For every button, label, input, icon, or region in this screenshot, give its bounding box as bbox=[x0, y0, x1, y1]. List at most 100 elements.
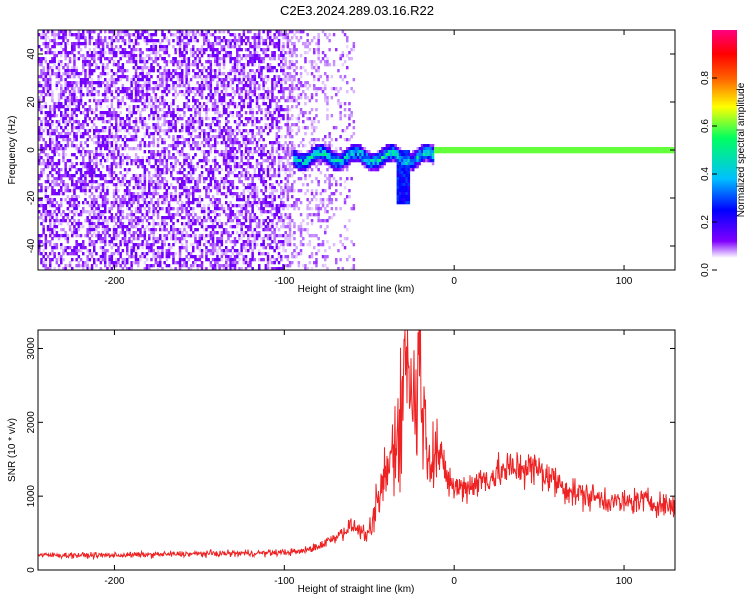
spectrogram-cell bbox=[229, 168, 232, 172]
spectrogram-cell bbox=[275, 135, 279, 139]
spectrogram-cell bbox=[117, 75, 120, 79]
spectrogram-cell bbox=[143, 30, 147, 34]
spectrogram-cell bbox=[73, 54, 76, 58]
spectrogram-cell bbox=[189, 39, 193, 43]
spectrogram-cell bbox=[75, 228, 78, 232]
spectrogram-cell bbox=[258, 222, 261, 226]
spectrogram-cell bbox=[205, 228, 208, 232]
spectrogram-cell bbox=[207, 54, 210, 58]
spectrogram-cell bbox=[244, 84, 248, 88]
spectrogram-cell bbox=[93, 210, 96, 214]
spectrogram-cell bbox=[161, 102, 164, 106]
spectrogram-cell bbox=[211, 267, 215, 271]
spectrogram-cell bbox=[247, 36, 250, 40]
spectrogram-cell bbox=[110, 171, 114, 175]
spectrogram-cell bbox=[110, 246, 114, 250]
spectrogram-cell bbox=[121, 75, 125, 79]
spectrogram-cell bbox=[130, 249, 133, 253]
spectrogram-cell bbox=[159, 102, 162, 106]
spectrogram-cell bbox=[273, 162, 276, 166]
spectrogram-cell bbox=[95, 45, 98, 49]
spectrogram-cell bbox=[220, 129, 224, 133]
spectrogram-cell bbox=[172, 93, 175, 97]
spectrogram-cell bbox=[44, 264, 48, 268]
spectrogram-cell bbox=[132, 201, 136, 205]
spectrogram-cell bbox=[66, 138, 70, 142]
spectrogram-cell bbox=[139, 210, 142, 214]
spectrogram-cell bbox=[282, 243, 285, 247]
spectrogram-cell bbox=[82, 225, 85, 229]
spectrogram-cell bbox=[134, 162, 138, 166]
spectrogram-cell bbox=[255, 231, 259, 235]
spectrogram-cell bbox=[165, 228, 169, 232]
spectrogram-cell bbox=[229, 54, 232, 58]
spectrogram-cell bbox=[247, 240, 250, 244]
spectrogram-cell bbox=[271, 231, 274, 235]
spectrogram-cell bbox=[152, 213, 155, 217]
spectrogram-cell bbox=[189, 144, 193, 148]
spectrogram-cell bbox=[189, 171, 193, 175]
spectrogram-cell bbox=[167, 135, 171, 139]
spectrogram-cell bbox=[77, 243, 81, 247]
spectrogram-cell bbox=[156, 222, 160, 226]
spectrogram-cell bbox=[117, 39, 120, 43]
spectrogram-cell bbox=[128, 198, 131, 202]
spectrogram-cell bbox=[64, 168, 67, 172]
spectrogram-cell bbox=[97, 144, 100, 148]
spectrogram-cell bbox=[218, 57, 221, 61]
spectrogram-cell bbox=[214, 219, 217, 223]
spectrogram-cell bbox=[192, 69, 195, 73]
spectrogram-cell bbox=[244, 135, 248, 139]
spectrogram-cell bbox=[77, 249, 81, 253]
spectrogram-cell bbox=[99, 39, 103, 43]
spectrogram-cell bbox=[216, 84, 219, 88]
spectrogram-cell bbox=[148, 207, 151, 211]
spectrogram-cell bbox=[66, 246, 70, 250]
spectrogram-cell bbox=[251, 90, 254, 94]
spectrogram-cell bbox=[200, 207, 204, 211]
spectrogram-cell bbox=[218, 258, 221, 262]
spectrogram-cell bbox=[244, 255, 248, 259]
spectrogram-cell bbox=[161, 159, 164, 163]
spectrogram-cell bbox=[185, 36, 188, 40]
spectrogram-cell bbox=[264, 246, 268, 250]
spectrogram-cell bbox=[205, 246, 208, 250]
spectrogram-cell bbox=[110, 93, 114, 97]
spectrogram-cell bbox=[214, 75, 217, 79]
spectrogram-cell bbox=[249, 99, 252, 103]
spectrogram-cell bbox=[150, 69, 153, 73]
spectrogram-cell bbox=[271, 144, 274, 148]
spectrogram-cell bbox=[260, 60, 263, 64]
spectrogram-cell bbox=[163, 237, 166, 241]
spectrogram-cell bbox=[229, 240, 232, 244]
spectrogram-cell bbox=[139, 147, 142, 151]
spectrogram-cell bbox=[238, 219, 241, 223]
spectrogram-cell bbox=[112, 78, 116, 82]
spectrogram-cell bbox=[198, 114, 202, 118]
spectrogram-cell bbox=[220, 96, 224, 100]
spectrogram-cell bbox=[154, 201, 158, 205]
spectrogram-cell bbox=[242, 153, 246, 157]
spectrogram-cell bbox=[192, 90, 195, 94]
spectrogram-cell bbox=[137, 237, 140, 241]
spectrogram-cell bbox=[110, 240, 114, 244]
spectrogram-cell bbox=[42, 150, 45, 154]
spectrogram-cell bbox=[64, 174, 67, 178]
spectrogram-cell bbox=[181, 177, 184, 181]
spectrogram-cell bbox=[167, 84, 171, 88]
spectrogram-cell bbox=[77, 201, 81, 205]
spectrogram-cell bbox=[275, 108, 279, 112]
spectrogram-cell bbox=[198, 51, 202, 55]
spectrogram-cell bbox=[269, 258, 272, 262]
spectrogram-cell bbox=[154, 255, 158, 259]
spectrogram-cell bbox=[227, 183, 230, 187]
spectrogram-cell bbox=[200, 225, 204, 229]
spectrogram-cell bbox=[214, 36, 217, 40]
spectrogram-cell bbox=[95, 126, 98, 130]
spectrogram-cell bbox=[178, 252, 182, 256]
spectrogram-cell bbox=[132, 99, 136, 103]
spectrogram-cell bbox=[117, 177, 120, 181]
spectrogram-cell bbox=[280, 243, 283, 247]
spectrogram-cell bbox=[156, 252, 160, 256]
spectrogram-cell bbox=[198, 60, 202, 64]
